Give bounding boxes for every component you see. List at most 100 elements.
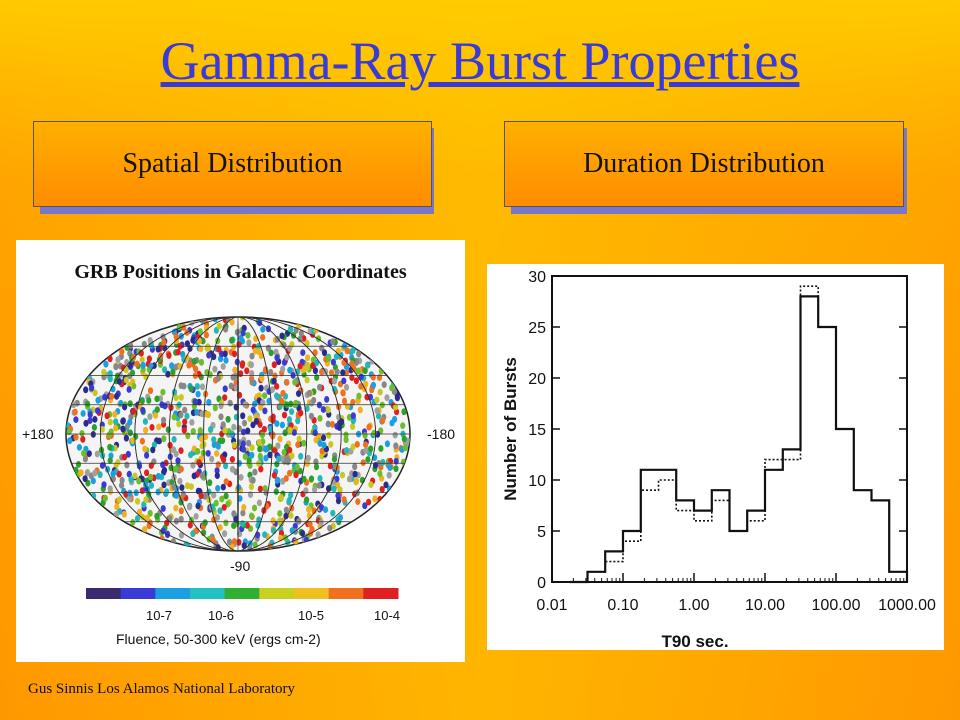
burst-dot xyxy=(270,527,276,534)
burst-dot xyxy=(241,542,247,549)
burst-dot xyxy=(270,413,276,421)
burst-dot xyxy=(298,330,304,337)
burst-dot xyxy=(191,357,197,365)
burst-dot xyxy=(110,470,116,478)
burst-dot xyxy=(327,462,333,470)
burst-dot xyxy=(184,340,190,348)
burst-dot xyxy=(245,332,251,339)
burst-dot xyxy=(374,407,380,415)
burst-dot xyxy=(128,476,134,483)
burst-dot xyxy=(268,368,274,376)
burst-dot xyxy=(379,486,385,493)
burst-dot xyxy=(223,462,229,470)
burst-dot xyxy=(114,392,120,400)
burst-dot xyxy=(236,425,242,433)
duration-distribution-button[interactable]: Duration Distribution xyxy=(504,121,904,207)
burst-dot xyxy=(214,467,220,474)
burst-dot xyxy=(140,361,146,369)
burst-dot xyxy=(321,349,328,357)
burst-dot xyxy=(288,491,294,499)
colorbar-ticks: 10-7 10-6 10-5 10-4 xyxy=(146,608,400,623)
burst-dot xyxy=(274,420,280,427)
burst-dot xyxy=(142,418,148,425)
burst-dot xyxy=(301,335,307,342)
burst-dot xyxy=(341,397,348,405)
burst-dot xyxy=(112,410,118,418)
burst-dot xyxy=(287,426,293,434)
burst-dot xyxy=(298,452,304,460)
burst-dot xyxy=(229,456,235,463)
burst-dot xyxy=(84,400,91,408)
burst-dot xyxy=(172,465,179,473)
burst-dot xyxy=(231,522,237,529)
burst-dot xyxy=(127,429,133,437)
burst-dot xyxy=(161,416,167,424)
burst-dot xyxy=(214,472,220,479)
burst-dot xyxy=(370,381,376,389)
burst-dot xyxy=(330,358,336,366)
burst-dot xyxy=(229,465,236,473)
burst-dot xyxy=(154,395,160,403)
burst-dot xyxy=(223,492,229,500)
burst-dot xyxy=(356,392,362,400)
burst-dot xyxy=(250,476,256,484)
burst-dot xyxy=(123,366,129,374)
burst-dot xyxy=(148,362,154,370)
burst-dot xyxy=(188,451,194,459)
burst-dot xyxy=(233,384,239,392)
burst-dot xyxy=(355,498,361,505)
spatial-distribution-button[interactable]: Spatial Distribution xyxy=(33,121,432,207)
burst-dot xyxy=(349,360,355,368)
burst-dot xyxy=(123,376,129,384)
burst-dot xyxy=(211,491,217,499)
slide-title[interactable]: Gamma-Ray Burst Properties xyxy=(160,31,800,91)
burst-dot xyxy=(127,489,133,497)
burst-dot xyxy=(256,439,262,446)
burst-dot xyxy=(66,428,72,436)
burst-dot xyxy=(322,506,329,513)
burst-dot xyxy=(170,368,176,376)
burst-dot xyxy=(190,530,196,538)
burst-dot xyxy=(103,360,109,368)
burst-dot xyxy=(221,456,227,464)
sky-map-panel: GRB Positions in Galactic Coordinates +1… xyxy=(16,240,465,662)
burst-dot xyxy=(377,470,383,477)
burst-dot xyxy=(175,457,181,464)
burst-dot xyxy=(85,479,91,487)
burst-dot xyxy=(90,477,96,485)
y-tick-label: 20 xyxy=(528,371,546,388)
burst-dot xyxy=(187,521,193,529)
burst-dot xyxy=(83,386,89,394)
burst-dot xyxy=(199,383,206,391)
burst-dot xyxy=(142,445,148,453)
burst-dot xyxy=(82,475,88,482)
burst-dot xyxy=(127,418,133,426)
burst-dot xyxy=(134,360,140,368)
burst-dot xyxy=(207,479,213,487)
burst-dot xyxy=(194,383,200,390)
burst-dot xyxy=(173,492,180,499)
latitude-bottom-label: -90 xyxy=(230,558,250,574)
burst-dot xyxy=(198,345,204,353)
burst-dot xyxy=(87,411,93,419)
burst-dot xyxy=(178,507,184,515)
histogram-bin xyxy=(765,460,783,582)
burst-dot xyxy=(130,437,136,445)
burst-dot xyxy=(161,435,167,443)
burst-dot xyxy=(253,417,259,425)
burst-dot xyxy=(175,348,181,356)
histogram-bin xyxy=(641,490,659,582)
burst-dot xyxy=(375,412,382,420)
burst-dot xyxy=(225,500,231,508)
burst-dot xyxy=(365,456,371,463)
colorbar-segment xyxy=(363,588,399,599)
burst-dot xyxy=(217,507,223,515)
burst-dot xyxy=(292,378,298,386)
histogram-series xyxy=(569,285,909,584)
burst-dot xyxy=(229,318,235,326)
burst-dot xyxy=(173,450,179,458)
burst-dot xyxy=(364,361,371,369)
burst-dot xyxy=(190,462,196,469)
histogram-bin xyxy=(658,480,676,582)
burst-dot xyxy=(185,432,191,440)
